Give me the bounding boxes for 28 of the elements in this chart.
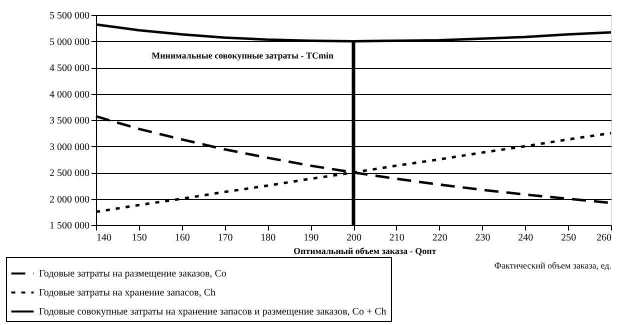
y-tick-label: 3 500 000: [50, 116, 90, 126]
annotation: Оптимальный объем заказа - Qопт: [294, 246, 437, 256]
y-tick-label: 4 500 000: [50, 63, 90, 74]
x-tick-label: 210: [389, 232, 404, 244]
y-tick-label: 5 000 000: [50, 36, 90, 48]
x-tick-label: 230: [475, 232, 490, 244]
annotation: Минимальные совокупные затраты - TCmin: [152, 50, 334, 60]
y-tick-label: 2 000 000: [50, 194, 90, 206]
x-tick-label: 220: [432, 232, 448, 244]
x-tick-label: 140: [96, 232, 112, 244]
y-tick-label: 1 500 000: [50, 220, 90, 232]
x-tick-label: 190: [304, 232, 319, 244]
x-tick-label: 150: [132, 232, 147, 244]
x-tick-label: 250: [561, 232, 576, 244]
x-tick-label: 240: [518, 232, 534, 244]
x-tick-label: 180: [260, 232, 276, 244]
x-tick-label: 170: [218, 232, 233, 244]
y-tick-label: 4 000 000: [50, 89, 90, 100]
x-tick-label: 160: [174, 232, 190, 244]
y-tick-label: 3 000 000: [50, 142, 90, 153]
y-tick-label: 2 500 000: [50, 168, 90, 179]
legend-label: Годовые затраты на хранение запасов, Ch: [39, 288, 216, 298]
x-tick-label: 260: [596, 232, 612, 244]
x-axis-title: Фактический объем заказа, ед.: [494, 260, 612, 270]
legend-label: Годовые затраты на размещение заказов, Co: [39, 268, 226, 280]
x-tick-label: 200: [346, 232, 362, 244]
legend-label: Годовые совокупные затраты на хранение запасов и размещение заказов, Co + Ch: [39, 306, 386, 318]
y-tick-label: 5 500 000: [50, 10, 90, 22]
